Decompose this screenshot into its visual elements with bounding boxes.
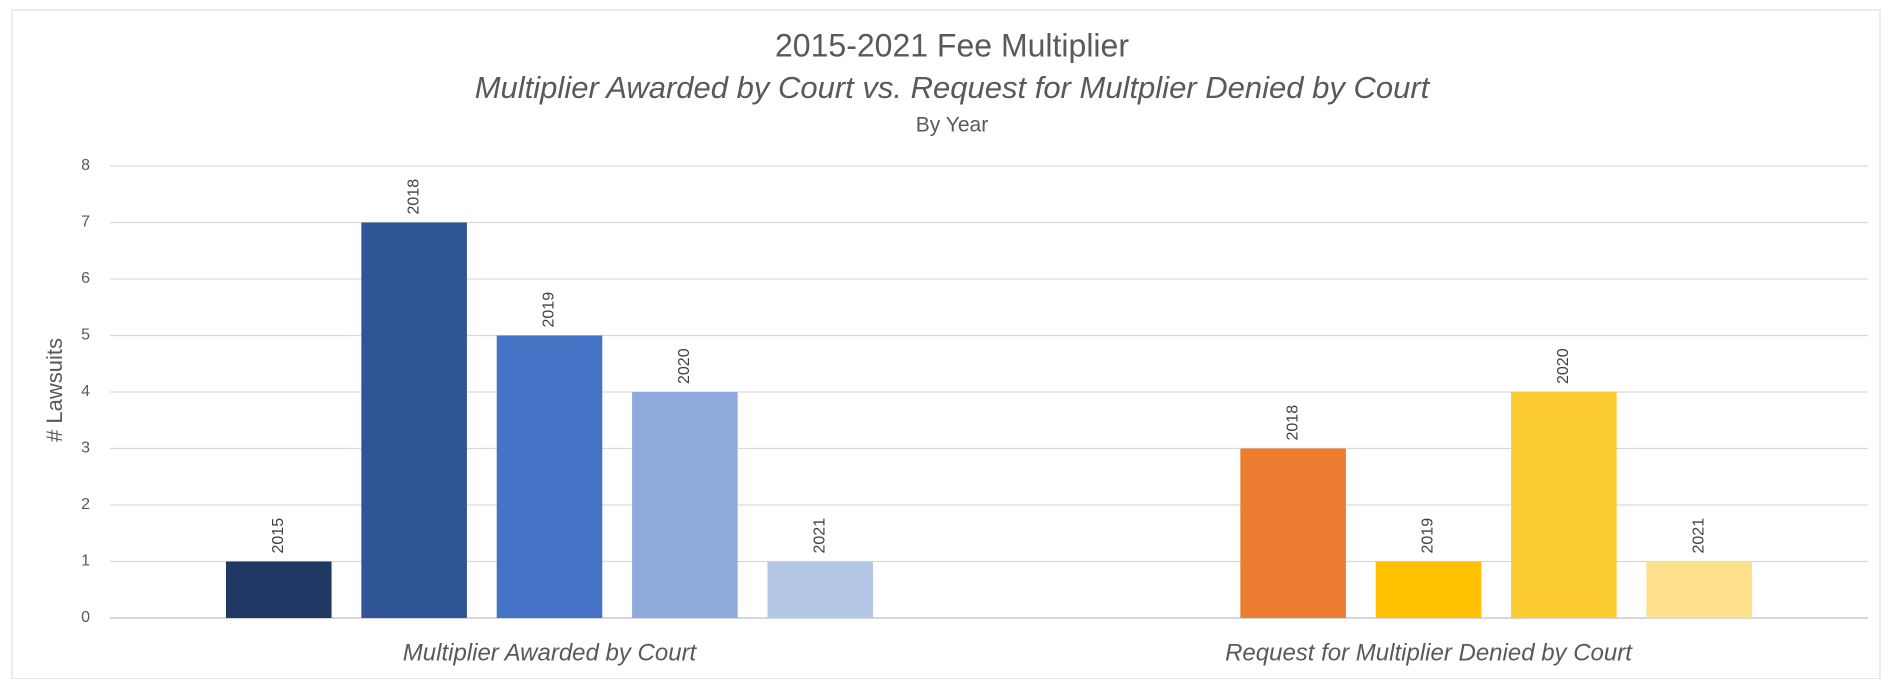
bar [1646,561,1753,618]
y-tick-label: 1 [81,553,90,570]
y-tick-label: 6 [81,270,90,287]
data-label: 2019 [541,292,558,328]
chart-subtitle: By Year [916,114,988,137]
data-label: 2020 [1555,348,1572,384]
data-label: 2018 [405,179,422,215]
data-label: 2019 [1420,518,1437,554]
bar [632,392,738,618]
y-tick-label: 3 [81,440,90,457]
bar [767,561,874,618]
bar [1375,561,1482,618]
data-label: 2021 [1690,518,1707,554]
bar [1240,448,1346,618]
y-tick-label: 7 [81,214,90,231]
data-label: 2015 [270,518,287,554]
chart-title: 2015-2021 Fee Multiplier [775,27,1129,63]
bar [496,335,603,618]
y-tick-label: 5 [81,327,90,344]
bar [361,222,467,618]
data-label: 2018 [1284,405,1301,441]
data-label: 2020 [676,348,693,384]
bar [225,561,332,618]
chart-subtitle: Multiplier Awarded by Court vs. Request … [475,70,1431,105]
x-tick-label: Multiplier Awarded by Court [403,639,698,666]
x-tick-label: Request for Multiplier Denied by Court [1225,639,1633,666]
y-tick-label: 8 [81,157,90,174]
y-tick-label: 4 [81,383,90,400]
data-label: 2021 [811,518,828,554]
y-tick-label: 2 [81,496,90,513]
y-axis-title: # Lawsuits [42,338,67,442]
y-tick-label: 0 [81,609,90,626]
bar [1511,392,1617,618]
